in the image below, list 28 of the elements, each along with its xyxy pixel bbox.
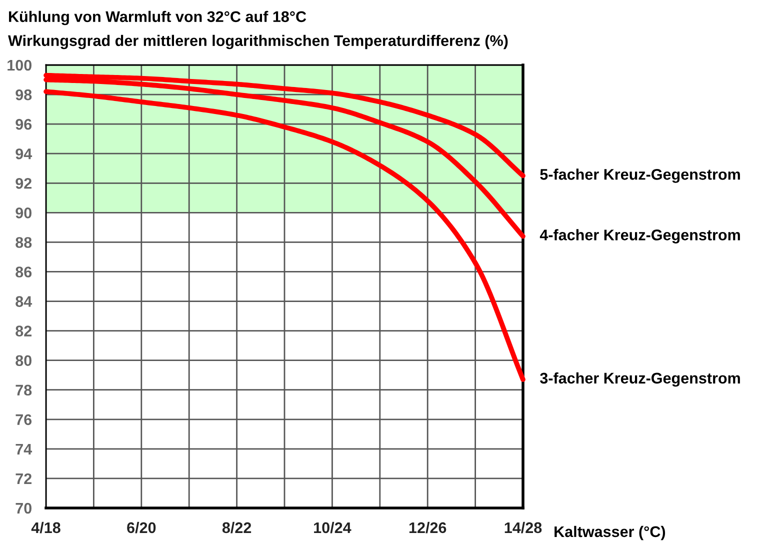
- y-tick-label: 90: [16, 208, 32, 218]
- chart-subtitle: Wirkungsgrad der mittleren logarithmischen Temperaturdifferenz (%): [8, 34, 508, 50]
- y-tick-label: 82: [16, 326, 32, 336]
- y-tick-label: 100: [8, 60, 32, 71]
- y-tick-label: 98: [16, 89, 32, 100]
- x-axis-title: Kaltwasser (°C): [554, 526, 666, 540]
- y-tick-label: 76: [16, 414, 32, 426]
- series-label: 5-facher Kreuz-Gegenstrom: [540, 168, 740, 183]
- y-tick-label: 70: [16, 502, 32, 514]
- y-tick-label: 84: [16, 296, 32, 307]
- y-tick-label: 92: [16, 178, 32, 189]
- x-tick-label: 10/24: [314, 522, 352, 534]
- y-tick-label: 72: [16, 473, 32, 484]
- x-tick-label: 4/18: [31, 522, 60, 534]
- y-tick-label: 74: [16, 444, 32, 454]
- x-tick-label: 14/28: [504, 522, 542, 534]
- series-label: 3-facher Kreuz-Gegenstrom: [540, 372, 740, 387]
- x-tick-label: 6/20: [127, 522, 156, 534]
- y-tick-label: 78: [16, 384, 32, 396]
- y-tick-label: 86: [16, 266, 32, 278]
- y-tick-label: 96: [16, 118, 32, 130]
- series-label: 4-facher Kreuz-Gegenstrom: [540, 229, 740, 244]
- x-tick-label: 8/22: [222, 522, 252, 534]
- chart-title: Kühlung von Warmluft von 32°C auf 18°C: [9, 10, 306, 26]
- y-tick-label: 94: [16, 148, 32, 160]
- x-tick-label: 12/26: [409, 522, 446, 534]
- y-tick-label: 80: [16, 355, 32, 366]
- y-tick-label: 88: [16, 237, 32, 248]
